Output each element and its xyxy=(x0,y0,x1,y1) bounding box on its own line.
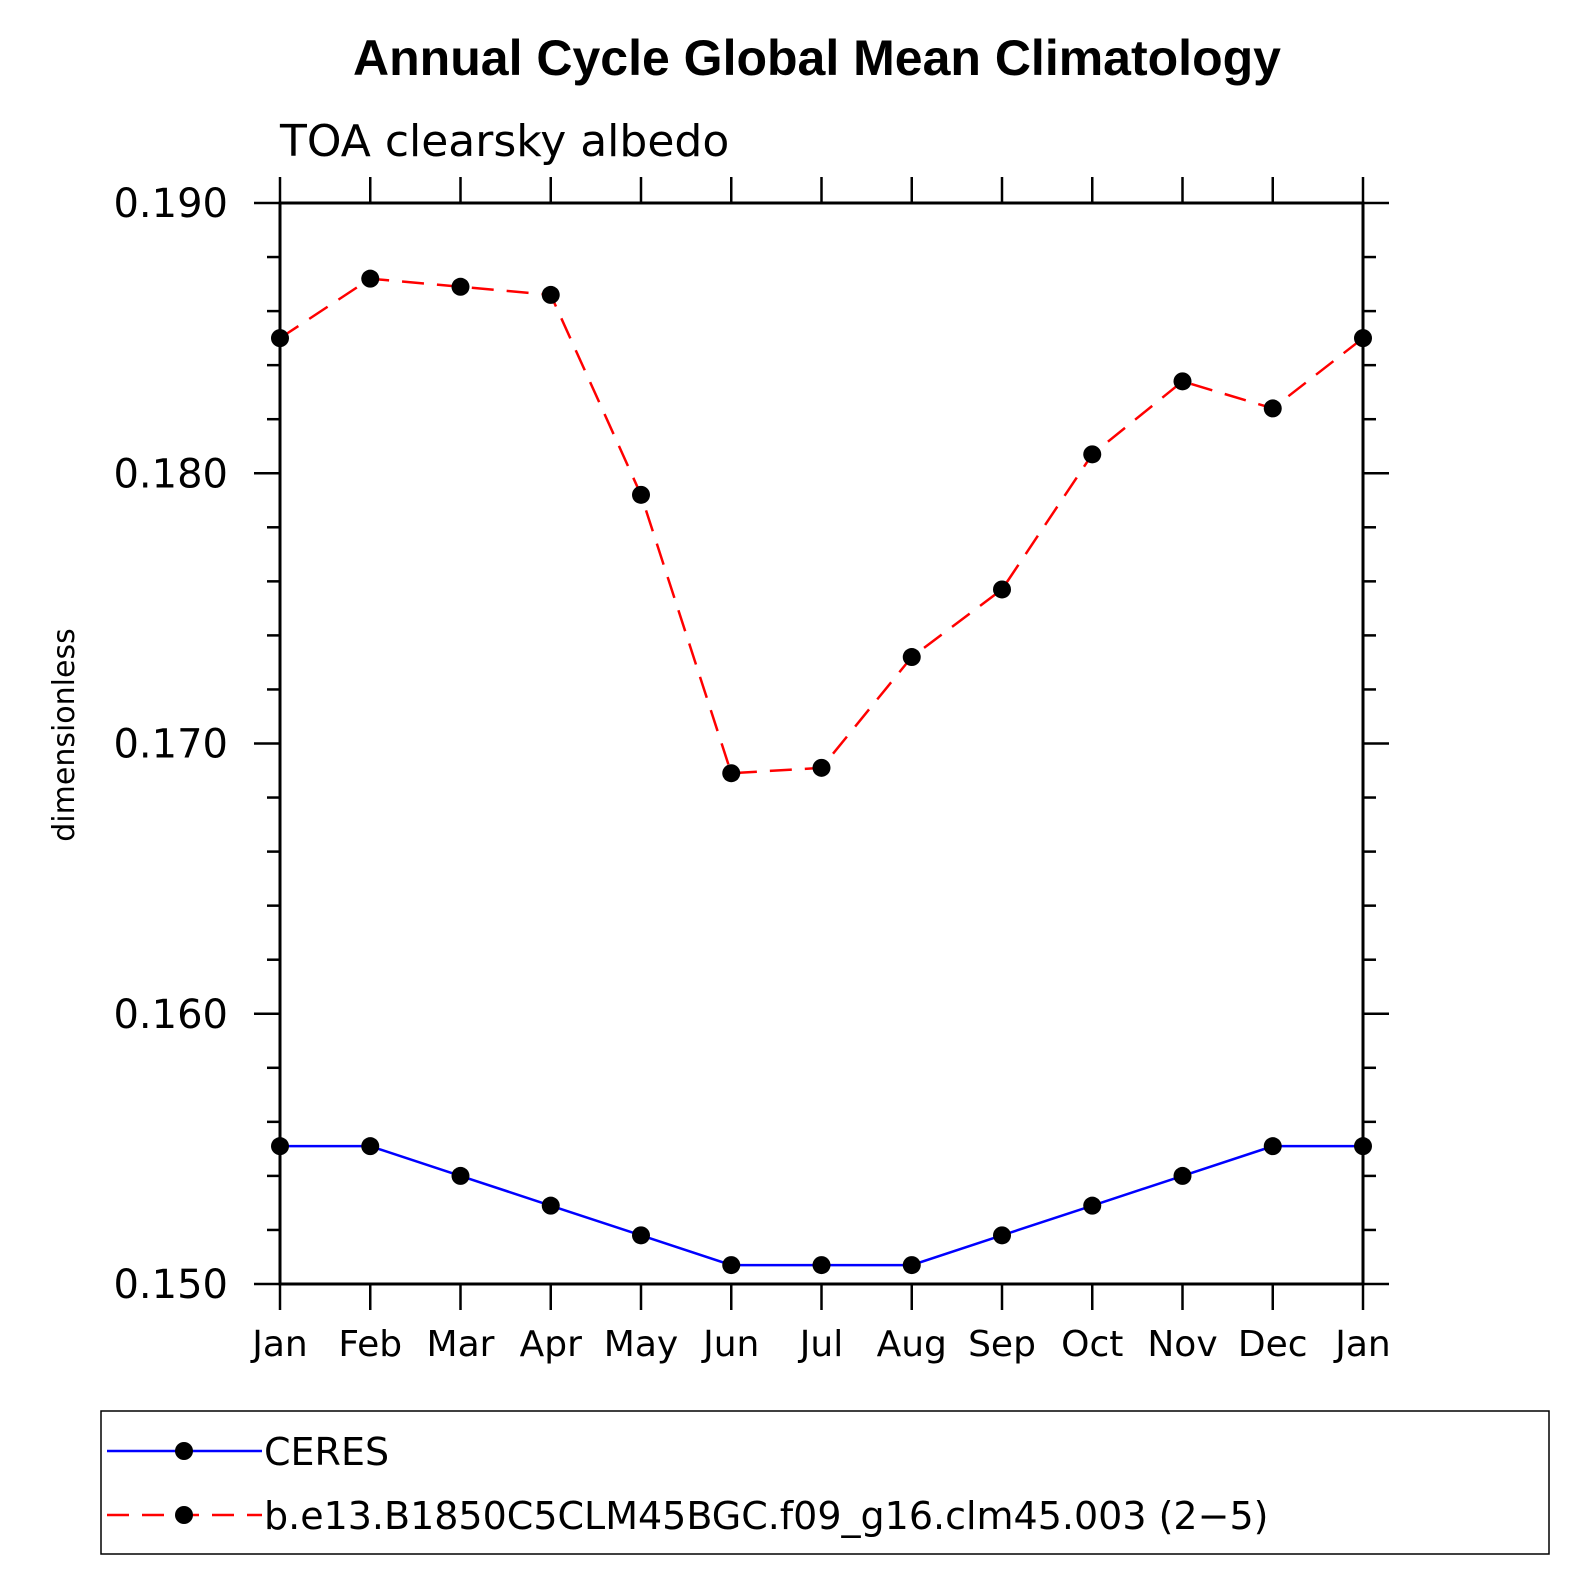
legend-label-ceres: CERES xyxy=(264,1430,389,1474)
y-tick-label: 0.160 xyxy=(113,992,228,1038)
x-tick-label: Jan xyxy=(250,1324,308,1365)
data-point-series-0 xyxy=(993,1226,1011,1245)
data-point-series-1 xyxy=(361,269,380,288)
data-point-series-1 xyxy=(902,648,921,667)
y-tick-label: 0.150 xyxy=(113,1262,228,1308)
y-axis-label: dimensionless xyxy=(47,628,82,841)
data-point-series-0 xyxy=(812,1256,831,1275)
legend-box xyxy=(100,1410,1550,1555)
series-markers xyxy=(271,269,1372,1275)
data-point-series-1 xyxy=(812,758,831,777)
x-tick-label: Feb xyxy=(338,1324,402,1365)
data-point-series-1 xyxy=(722,764,741,783)
data-point-series-1 xyxy=(1263,399,1282,418)
data-point-series-0 xyxy=(1173,1166,1192,1185)
data-point-series-1 xyxy=(1083,445,1102,464)
data-point-series-0 xyxy=(632,1226,650,1245)
data-point-series-0 xyxy=(541,1196,560,1215)
x-tick-label: Dec xyxy=(1238,1324,1308,1365)
data-point-series-0 xyxy=(1083,1196,1102,1215)
x-tick-label: May xyxy=(604,1324,678,1365)
data-point-series-0 xyxy=(1263,1137,1282,1156)
data-point-series-1 xyxy=(993,580,1011,599)
x-tick-label: Nov xyxy=(1147,1324,1217,1365)
data-point-series-1 xyxy=(632,485,650,504)
axis-ticks xyxy=(254,177,1389,1310)
x-tick-label: Jun xyxy=(701,1324,759,1365)
legend-entry-ceres: CERES xyxy=(107,1430,389,1474)
chart-title: Annual Cycle Global Mean Climatology xyxy=(353,30,1281,86)
data-point-series-0 xyxy=(361,1137,380,1156)
legend-label-model: b.e13.B1850C5CLM45BGC.f09_g16.clm45.003 … xyxy=(264,1494,1268,1538)
y-tick-labels: 0.150 0.160 0.170 0.180 0.190 xyxy=(113,181,228,1308)
x-tick-label: Aug xyxy=(877,1324,947,1365)
data-point-series-0 xyxy=(451,1166,470,1185)
x-tick-label: Mar xyxy=(427,1324,495,1365)
data-point-series-1 xyxy=(451,277,470,296)
x-tick-label: Jan xyxy=(1333,1324,1391,1365)
data-point-series-1 xyxy=(541,285,560,304)
x-tick-labels: Jan Feb Mar Apr May Jun Jul Aug Sep Oct Nov Dec Jan xyxy=(250,1324,1391,1365)
data-point-series-0 xyxy=(902,1256,921,1275)
x-tick-label: Oct xyxy=(1061,1324,1123,1365)
legend-marker-model xyxy=(175,1506,193,1524)
y-tick-label: 0.190 xyxy=(113,181,228,227)
y-tick-label: 0.180 xyxy=(113,451,228,497)
y-tick-label: 0.170 xyxy=(113,722,228,768)
chart-subtitle: TOA clearsky albedo xyxy=(279,116,729,167)
legend-marker-ceres xyxy=(175,1442,193,1460)
data-point-series-1 xyxy=(1173,372,1192,391)
plot-frame xyxy=(278,201,1365,1286)
data-point-series-0 xyxy=(722,1256,741,1275)
x-tick-label: Sep xyxy=(968,1324,1036,1365)
legend-entry-model: b.e13.B1850C5CLM45BGC.f09_g16.clm45.003 … xyxy=(107,1494,1268,1538)
x-tick-label: Jul xyxy=(798,1324,843,1365)
x-tick-label: Apr xyxy=(520,1324,582,1365)
legend: CERES b.e13.B1850C5CLM45BGC.f09_g16.clm4… xyxy=(100,1410,1550,1555)
